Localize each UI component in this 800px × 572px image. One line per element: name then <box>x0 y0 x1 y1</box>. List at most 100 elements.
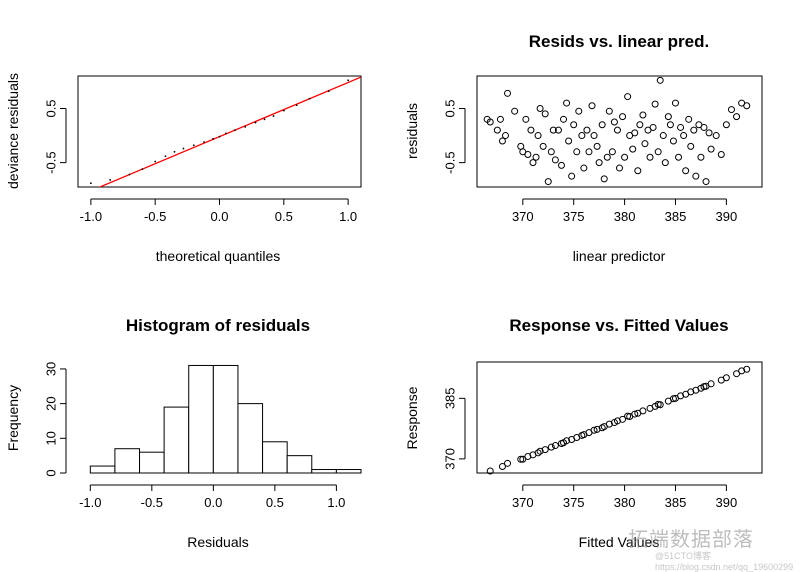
y-tick-label: 0 <box>43 469 58 476</box>
x-tick-label: 390 <box>716 495 738 510</box>
resid-point <box>580 164 588 172</box>
resid-point <box>570 121 578 129</box>
resid-point <box>727 106 735 114</box>
x-tick-label: 375 <box>563 209 585 224</box>
qq-ylabel: deviance residuals <box>5 73 21 189</box>
histogram-bar <box>114 448 141 474</box>
y-tick-label: 0.5 <box>442 99 457 117</box>
resid-point <box>636 121 644 129</box>
qq-xlabel: theoretical quantiles <box>156 248 281 264</box>
resid-point <box>641 140 649 148</box>
response-point <box>619 415 627 423</box>
resid-point <box>656 76 664 84</box>
resid-point <box>659 132 667 140</box>
response-point <box>707 380 715 388</box>
response-point <box>504 459 512 467</box>
resid-point <box>588 102 596 110</box>
resid-point <box>539 142 547 150</box>
resid-point <box>600 175 608 183</box>
qq-point <box>263 118 266 121</box>
resid-point <box>654 148 662 156</box>
resid-point <box>598 121 606 129</box>
qq-plot-panel: -1.0 -0.5 0.0 0.5 1.0 -0.5 0.5 theoretical qua… <box>5 73 362 264</box>
resid-point <box>554 126 562 134</box>
resid-point <box>733 113 741 121</box>
x-tick-label: -1.0 <box>80 209 102 224</box>
resid-point <box>629 145 637 153</box>
response-vs-fitted-panel: Response vs. Fitted Values 370 375 380 385 3… <box>404 316 763 550</box>
resid-point <box>677 123 685 131</box>
y-tick-label: 370 <box>442 448 457 470</box>
resid-point <box>547 148 555 156</box>
response-point <box>593 425 601 433</box>
x-tick-label: 0.0 <box>210 209 228 224</box>
histogram-bar <box>188 364 214 474</box>
qq-point <box>225 132 227 135</box>
response-point <box>590 426 598 434</box>
resid-point <box>610 118 618 126</box>
x-tick-label: 380 <box>614 209 636 224</box>
qq-point <box>128 173 131 176</box>
qq-point <box>218 135 221 138</box>
resid-point <box>700 123 708 131</box>
response-point <box>498 463 506 471</box>
response-vs-fitted-xlabel: Fitted Values <box>579 534 660 550</box>
qq-point <box>244 125 247 128</box>
x-tick-label: 0.5 <box>266 495 284 510</box>
resid-point <box>568 172 576 180</box>
histogram-panel: Histogram of residuals -1.0 -0.5 0.0 0.5 1.0… <box>5 316 362 550</box>
qq-point <box>192 144 195 147</box>
resid-point <box>685 115 693 123</box>
y-tick-label: 30 <box>43 362 58 376</box>
resid-point <box>578 132 586 140</box>
qq-point <box>203 141 205 143</box>
resid-point <box>536 104 544 112</box>
resid-point <box>557 161 565 169</box>
x-tick-label: 370 <box>512 209 534 224</box>
x-tick-label: 370 <box>512 495 534 510</box>
response-point <box>486 467 494 475</box>
resid-point <box>680 132 688 140</box>
resid-point <box>705 129 713 137</box>
resid-vs-pred-xlabel: linear predictor <box>573 248 666 264</box>
qq-point <box>109 179 112 181</box>
resid-point <box>565 137 573 145</box>
resid-point <box>504 89 512 97</box>
resid-point <box>717 151 725 159</box>
histogram-ylabel: Frequency <box>5 385 21 451</box>
resid-point <box>502 132 509 140</box>
resid-point <box>532 153 540 161</box>
qq-point <box>327 90 330 93</box>
response-point <box>743 365 751 373</box>
x-tick-label: -0.5 <box>144 209 166 224</box>
histogram-bar <box>163 406 190 474</box>
resid-point <box>549 126 557 134</box>
qq-point <box>212 137 214 140</box>
resid-point <box>527 126 535 134</box>
response-point <box>517 455 525 463</box>
x-tick-label: -1.0 <box>79 495 101 510</box>
qq-point <box>254 121 257 124</box>
resid-point <box>702 178 710 186</box>
y-tick-label: -0.5 <box>43 151 58 173</box>
resid-point <box>496 115 504 123</box>
resid-point <box>692 172 700 180</box>
resid-point <box>593 142 601 150</box>
y-tick-label: 0.5 <box>43 99 58 117</box>
resid-point <box>529 159 537 167</box>
qq-plot-frame <box>77 75 362 188</box>
x-tick-label: 385 <box>665 209 687 224</box>
resid-point <box>707 145 715 153</box>
resid-point <box>541 110 549 118</box>
resid-point <box>585 148 593 156</box>
resid-point <box>608 148 616 156</box>
response-point <box>738 367 746 375</box>
resid-point <box>486 118 494 126</box>
resid-point <box>621 153 629 161</box>
x-tick-label: 375 <box>563 495 585 510</box>
resid-vs-pred-ylabel: residuals <box>404 103 420 159</box>
resid-point <box>690 126 698 134</box>
x-tick-label: 390 <box>716 209 738 224</box>
x-tick-label: 1.0 <box>339 209 357 224</box>
